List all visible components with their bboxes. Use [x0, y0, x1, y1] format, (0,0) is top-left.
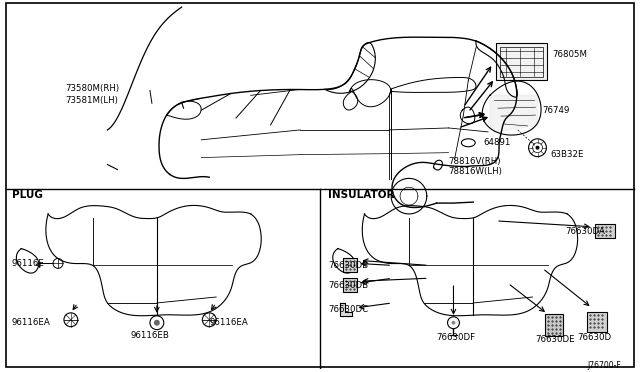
Text: 76630DF: 76630DF: [436, 333, 476, 342]
Bar: [343, 278, 356, 292]
Text: 76630D: 76630D: [577, 333, 611, 342]
Bar: [496, 43, 547, 80]
Text: 76630DB: 76630DB: [328, 280, 368, 290]
Text: PLUG: PLUG: [12, 190, 42, 200]
Text: 76630DE: 76630DE: [536, 335, 575, 344]
Bar: [343, 259, 356, 272]
Text: INSULATOR: INSULATOR: [328, 190, 394, 200]
Text: 78816W(LH): 78816W(LH): [449, 167, 502, 176]
Text: 96116EA: 96116EA: [209, 318, 248, 327]
Text: 76630DB: 76630DB: [328, 261, 368, 270]
Circle shape: [536, 146, 540, 150]
Text: 73581M(LH): 73581M(LH): [65, 96, 118, 105]
Text: 76630DC: 76630DC: [328, 305, 368, 314]
Text: 96116EB: 96116EB: [130, 331, 169, 340]
Text: 73580M(RH): 73580M(RH): [65, 84, 119, 93]
Text: 63B32E: 63B32E: [550, 150, 584, 159]
Bar: [595, 224, 614, 238]
Text: 76630DA: 76630DA: [565, 227, 605, 236]
Text: 76805M: 76805M: [552, 50, 588, 59]
Bar: [587, 312, 607, 331]
Text: 64891: 64891: [483, 138, 511, 147]
Text: 78816V(RH): 78816V(RH): [449, 157, 501, 166]
Circle shape: [154, 320, 160, 326]
Bar: [545, 314, 563, 336]
Polygon shape: [490, 95, 538, 132]
Text: J76700-F: J76700-F: [587, 361, 621, 370]
Polygon shape: [340, 303, 351, 316]
Circle shape: [451, 321, 456, 325]
Bar: [500, 47, 543, 77]
Text: 96116E: 96116E: [12, 259, 44, 268]
Text: 76749: 76749: [543, 106, 570, 115]
Text: 96116EA: 96116EA: [12, 318, 51, 327]
